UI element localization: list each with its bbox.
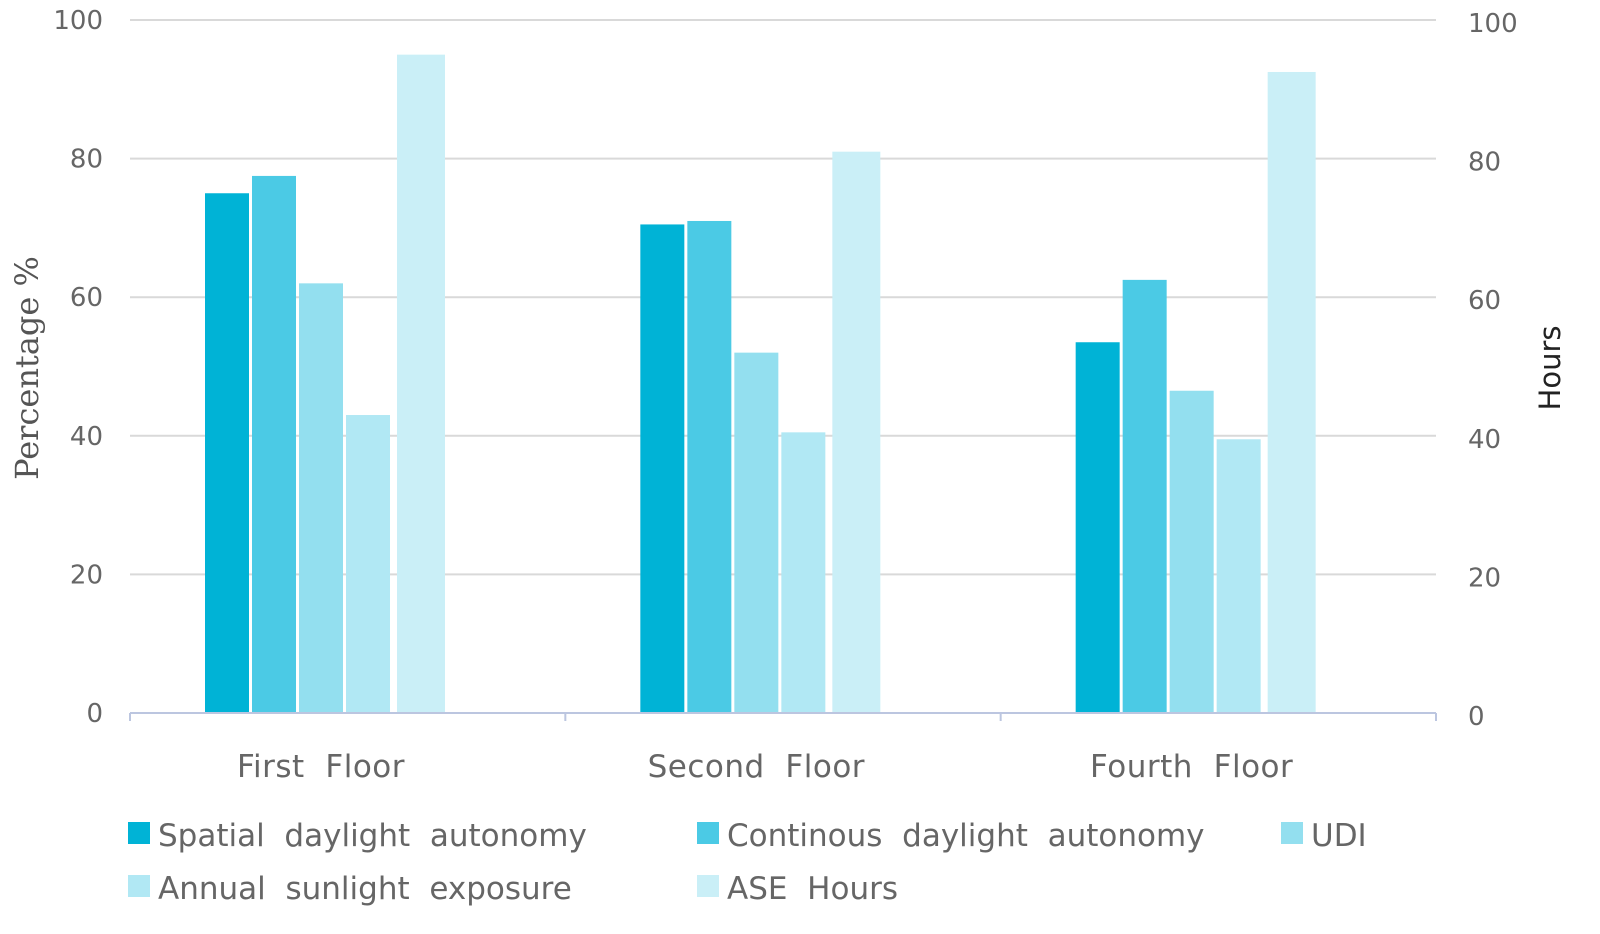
left-tick-label: 40 — [70, 422, 103, 452]
bar-1-1 — [205, 193, 249, 713]
bar-5-2 — [832, 151, 881, 714]
right-tick-label: 60 — [1468, 286, 1501, 316]
bar-2-2 — [687, 220, 732, 713]
axes — [129, 712, 1437, 721]
legend: Spatial daylight autonomy Continous dayli… — [128, 818, 1367, 907]
bar-1-3 — [1075, 342, 1120, 713]
left-axis-ticks: 0 20 40 60 80 100 — [53, 6, 103, 729]
bar-4-1 — [346, 415, 390, 713]
bar-5-3 — [1267, 71, 1316, 714]
left-tick-label: 0 — [86, 699, 103, 729]
category-label: First Floor — [237, 749, 405, 785]
category-label: Fourth Floor — [1090, 749, 1293, 785]
legend-swatch — [697, 822, 719, 844]
legend-label: ASE Hours — [727, 871, 898, 907]
y-axis-right-title: Hours — [1533, 326, 1567, 411]
left-tick-label: 80 — [70, 145, 103, 175]
category-labels: First Floor Second Floor Fourth Floor — [237, 749, 1293, 785]
left-tick-label: 60 — [70, 283, 103, 313]
right-tick-label: 80 — [1468, 148, 1501, 178]
bar-3-1 — [299, 283, 343, 713]
legend-swatch — [128, 822, 150, 844]
category-label: Second Floor — [648, 749, 865, 785]
bar-5-1 — [397, 54, 445, 713]
legend-label: Annual sunlight exposure — [158, 871, 572, 907]
right-tick-label: 0 — [1468, 702, 1485, 732]
legend-swatch — [128, 875, 150, 897]
bar-4-2 — [781, 432, 826, 713]
legend-item: UDI — [1281, 818, 1367, 854]
y-axis-left-title: Percentage % — [8, 256, 46, 480]
right-axis-ticks: 0 20 40 60 80 100 — [1468, 9, 1518, 732]
legend-swatch — [697, 875, 719, 897]
legend-item: Continous daylight autonomy — [697, 818, 1205, 854]
left-tick-label: 100 — [53, 6, 103, 36]
bar-3-3 — [1169, 390, 1214, 713]
bar-2-1 — [252, 175, 296, 714]
legend-swatch — [1281, 822, 1303, 844]
right-tick-label: 20 — [1468, 563, 1501, 593]
bar-1-2 — [640, 224, 685, 713]
legend-label: Continous daylight autonomy — [727, 818, 1205, 854]
legend-item: Spatial daylight autonomy — [128, 818, 587, 854]
right-tick-label: 100 — [1468, 9, 1518, 39]
legend-label: Spatial daylight autonomy — [158, 818, 587, 854]
right-tick-label: 40 — [1468, 425, 1501, 455]
bars — [205, 54, 1316, 714]
bar-3-2 — [734, 352, 779, 713]
legend-item: Annual sunlight exposure — [128, 871, 572, 907]
legend-label: UDI — [1311, 818, 1367, 854]
bar-4-3 — [1216, 439, 1261, 713]
legend-item: ASE Hours — [697, 871, 898, 907]
bar-2-3 — [1122, 279, 1167, 713]
left-tick-label: 20 — [70, 560, 103, 590]
